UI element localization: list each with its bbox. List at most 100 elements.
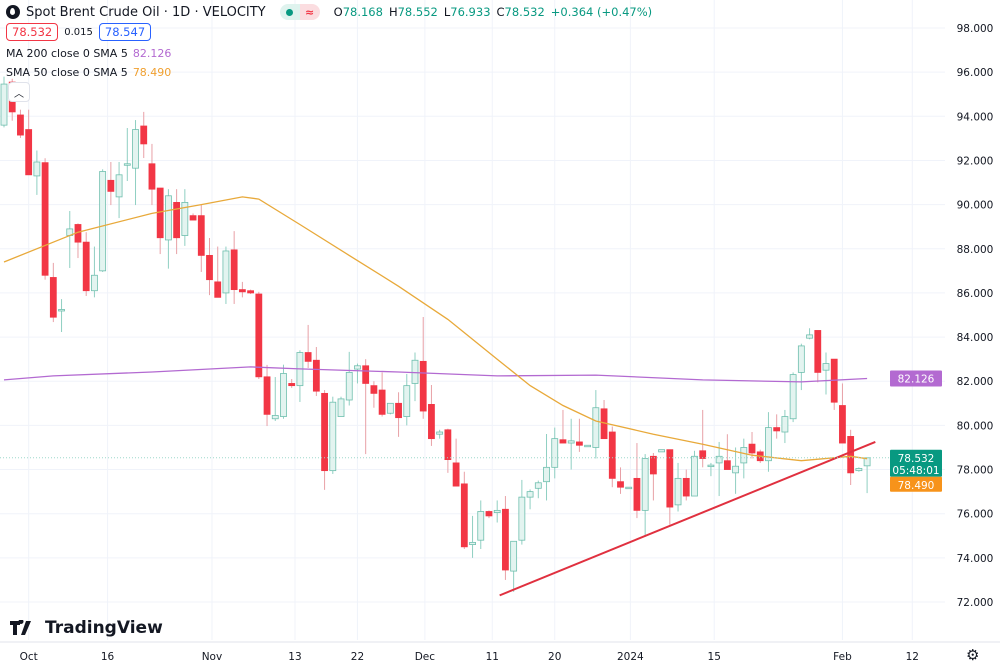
candle-body <box>814 330 822 373</box>
y-tick-label: 82.000 <box>957 376 994 388</box>
candle-body <box>288 383 296 387</box>
chart-header: Spot Brent Crude Oil · 1D · VELOCITY ≈ O… <box>6 2 652 22</box>
candle <box>797 343 805 391</box>
candle-body <box>608 431 616 479</box>
candle-body <box>584 444 592 448</box>
candle-body <box>263 376 271 415</box>
candle <box>288 379 296 388</box>
candle <box>280 364 287 419</box>
candle-body <box>345 372 353 401</box>
candle <box>386 402 394 415</box>
candle-body <box>806 334 813 339</box>
candle <box>214 246 222 298</box>
candle <box>600 399 608 440</box>
candle-body <box>493 509 501 513</box>
candle-body <box>49 277 57 318</box>
candle-body <box>378 389 386 415</box>
candle <box>49 262 57 323</box>
candle-body <box>460 483 468 548</box>
sma50-price-label-bg <box>890 476 942 492</box>
collapse-legend-button[interactable]: ︿ <box>8 82 30 102</box>
candle-body <box>33 161 41 177</box>
candle <box>173 189 181 255</box>
sma50-price-label-text: 78.490 <box>898 480 935 492</box>
candle <box>206 237 213 296</box>
candle-body <box>255 293 263 378</box>
candle-body <box>107 179 115 192</box>
candle <box>25 109 33 176</box>
market-open-dot-icon[interactable] <box>279 4 300 20</box>
candle-body <box>699 450 707 459</box>
trendline <box>499 441 876 597</box>
candle <box>296 350 304 402</box>
quote-row: 78.532 0.015 78.547 <box>6 23 152 41</box>
candle <box>395 392 402 437</box>
candle <box>354 363 361 384</box>
candle <box>765 412 772 472</box>
candle <box>847 429 855 485</box>
low-label: L <box>443 5 451 19</box>
x-tick-label: 16 <box>101 651 115 663</box>
y-tick-label: 84.000 <box>957 332 994 344</box>
candle <box>66 211 74 268</box>
close-value: 78.532 <box>504 5 545 19</box>
legend-sma50[interactable]: SMA 50 close 0 SMA 5 78.490 <box>6 66 171 79</box>
candle <box>526 489 534 510</box>
candle <box>181 189 189 246</box>
sell-button[interactable]: 78.532 <box>6 23 59 41</box>
candle-body <box>444 429 452 461</box>
delayed-data-wave-icon[interactable]: ≈ <box>299 4 320 20</box>
candle <box>707 462 715 477</box>
y-tick-label: 78.000 <box>957 465 994 477</box>
candle <box>691 450 698 497</box>
tradingview-logo-icon <box>10 620 31 635</box>
candle-body <box>641 458 649 511</box>
tradingview-logo[interactable]: TradingView <box>10 618 163 638</box>
candle-body <box>682 477 690 497</box>
y-tick-label: 90.000 <box>957 200 994 212</box>
candle-body <box>214 281 222 298</box>
candle <box>140 111 148 159</box>
candle <box>58 299 65 333</box>
change-value: +0.364 (+0.47%) <box>550 5 653 19</box>
status-badges[interactable]: ≈ <box>279 4 320 20</box>
buy-button[interactable]: 78.547 <box>98 23 152 41</box>
candle <box>238 281 246 298</box>
candle-body <box>164 195 172 241</box>
candle-body <box>526 491 534 498</box>
candle <box>263 364 271 427</box>
x-tick-label: 20 <box>548 651 561 663</box>
candle <box>156 187 164 255</box>
candle-body <box>691 455 698 497</box>
candle <box>82 232 90 297</box>
candle <box>197 204 205 272</box>
candle <box>33 150 41 195</box>
candle <box>781 409 789 444</box>
candle-body <box>354 365 361 370</box>
candle-body <box>115 174 123 198</box>
candle <box>428 384 435 446</box>
candle <box>436 429 444 439</box>
settings-gear-icon[interactable]: ⚙ <box>966 646 980 664</box>
open-value: 78.168 <box>342 5 383 19</box>
candle <box>502 496 509 580</box>
candle <box>855 467 863 472</box>
candle <box>329 396 337 474</box>
open-label: O <box>333 5 343 19</box>
symbol-title[interactable]: Spot Brent Crude Oil · 1D · VELOCITY <box>26 4 266 20</box>
candle <box>863 457 871 494</box>
legend-ma200[interactable]: MA 200 close 0 SMA 5 82.126 <box>6 47 171 60</box>
candle-body <box>567 440 575 444</box>
candle <box>444 428 452 473</box>
candle <box>345 351 353 406</box>
legend-value: 82.126 <box>132 47 172 60</box>
candle-body <box>666 449 674 508</box>
candle <box>584 444 592 448</box>
low-value: 76.933 <box>450 5 491 19</box>
candle-body <box>41 162 49 276</box>
candle-body <box>17 114 24 136</box>
x-tick-label: Dec <box>415 651 436 663</box>
candle-body <box>329 401 337 472</box>
